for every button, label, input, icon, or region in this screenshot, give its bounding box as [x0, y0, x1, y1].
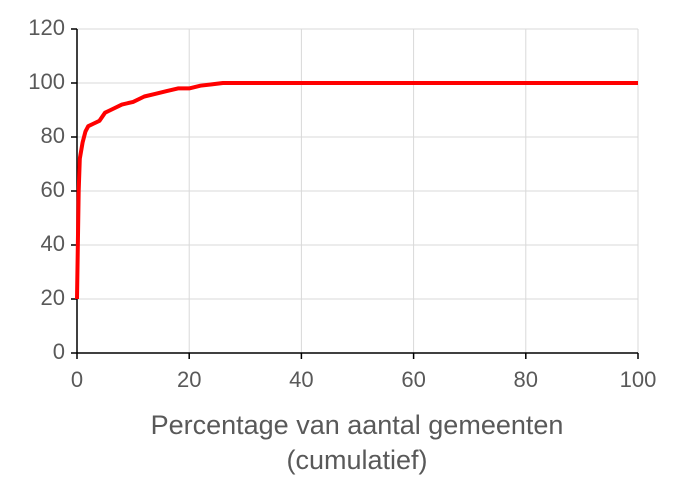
x-tick-label: 80 — [514, 367, 538, 392]
y-tick-label: 20 — [41, 285, 65, 310]
y-tick-label: 120 — [28, 15, 65, 40]
y-tick-label: 60 — [41, 177, 65, 202]
y-tick-label: 80 — [41, 123, 65, 148]
y-tick-label: 40 — [41, 231, 65, 256]
data-line — [75, 81, 638, 300]
x-tick-label: 40 — [289, 367, 313, 392]
x-axis-title: Percentage van aantal gemeenten — [151, 410, 564, 440]
x-tick-label: 0 — [71, 367, 83, 392]
x-axis-title: (cumulatief) — [286, 445, 427, 475]
y-tick-label: 0 — [53, 339, 65, 364]
x-tick-label: 60 — [401, 367, 425, 392]
x-tick-label: 20 — [177, 367, 201, 392]
y-tick-label: 100 — [28, 69, 65, 94]
x-tick-label: 100 — [620, 367, 657, 392]
